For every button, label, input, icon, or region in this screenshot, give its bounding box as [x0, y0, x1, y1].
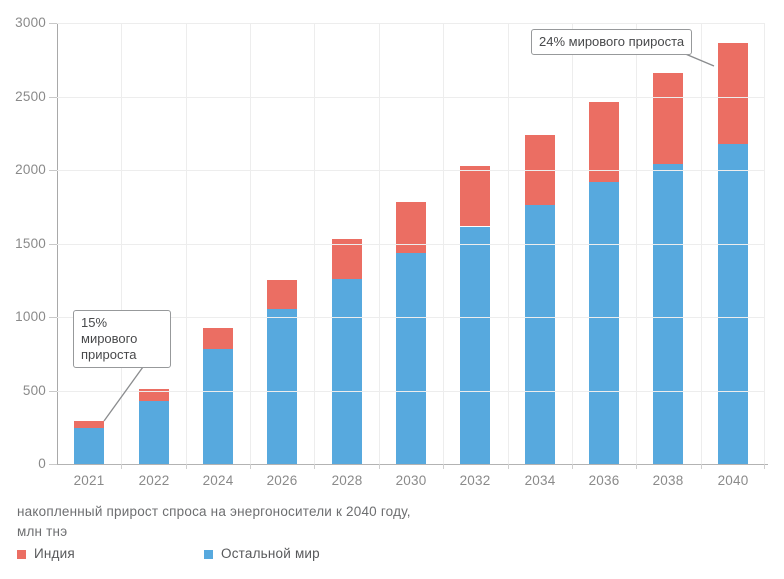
bar-2021-india: [74, 421, 104, 428]
x-tick-8: [572, 464, 573, 469]
x-axis-label-2022: 2022: [138, 473, 170, 488]
gridline-v-11: [764, 23, 765, 464]
bar-2040-india: [718, 43, 748, 144]
x-axis-label-2034: 2034: [524, 473, 556, 488]
gridline-h-3000: [57, 23, 765, 24]
gridline-v-7: [508, 23, 509, 464]
y-axis-label-1000: 1000: [15, 309, 46, 324]
bar-2038-rest-of-world: [653, 164, 683, 464]
annotation-24-percent: 24% мирового прироста: [531, 29, 693, 55]
bar-2030-india: [396, 202, 426, 253]
x-tick-4: [314, 464, 315, 469]
bar-2036-india: [589, 102, 619, 182]
gridline-h-500: [57, 391, 765, 392]
gridline-h-1500: [57, 244, 765, 245]
bar-2026-rest-of-world: [267, 309, 297, 464]
chart-caption: накопленный прирост спроса на энергоноси…: [17, 502, 411, 542]
x-axis-label-2024: 2024: [202, 473, 234, 488]
caption-line-1: накопленный прирост спроса на энергоноси…: [17, 504, 411, 519]
x-tick-3: [250, 464, 251, 469]
bar-2026-india: [267, 280, 297, 309]
x-axis-label-2026: 2026: [266, 473, 298, 488]
y-axis-label-3000: 3000: [15, 15, 46, 30]
y-axis-label-1500: 1500: [15, 236, 46, 251]
gridline-v-6: [443, 23, 444, 464]
y-axis-label-0: 0: [38, 456, 46, 471]
y-tick-3000: [49, 23, 57, 24]
bar-2022-rest-of-world: [139, 401, 169, 464]
legend-item-rest-of-world: Остальной мир: [204, 546, 320, 561]
y-axis-line: [57, 23, 58, 464]
legend-item-india: Индия: [17, 546, 75, 561]
gridline-v-9: [636, 23, 637, 464]
gridline-v-3: [250, 23, 251, 464]
y-axis-label-2000: 2000: [15, 162, 46, 177]
gridline-v-1: [121, 23, 122, 464]
gridline-v-2: [186, 23, 187, 464]
bar-2032-rest-of-world: [460, 227, 490, 464]
bar-2040-rest-of-world: [718, 144, 748, 464]
x-tick-2: [186, 464, 187, 469]
y-tick-2500: [49, 97, 57, 98]
bar-2034-rest-of-world: [525, 205, 555, 464]
bar-2032-india: [460, 166, 490, 226]
x-axis-label-2021: 2021: [73, 473, 105, 488]
bar-2036-rest-of-world: [589, 182, 619, 464]
gridline-h-1000: [57, 317, 765, 318]
bar-2038-india: [653, 73, 683, 164]
y-tick-1000: [49, 317, 57, 318]
gridline-v-10: [701, 23, 702, 464]
y-tick-1500: [49, 244, 57, 245]
x-tick-6: [443, 464, 444, 469]
gridline-h-2500: [57, 97, 765, 98]
caption-line-2: млн тнэ: [17, 524, 68, 539]
annotation-15-percent: 15% мирового прироста: [73, 310, 171, 368]
gridline-h-2000: [57, 170, 765, 171]
x-tick-5: [379, 464, 380, 469]
x-tick-11: [764, 464, 765, 469]
bar-2028-rest-of-world: [332, 279, 362, 464]
bar-2028-india: [332, 239, 362, 279]
x-axis-label-2038: 2038: [652, 473, 684, 488]
legend-swatch-rest-of-world: [204, 549, 213, 559]
bar-2024-india: [203, 328, 233, 349]
x-tick-9: [636, 464, 637, 469]
x-axis-line: [49, 464, 768, 465]
y-tick-500: [49, 391, 57, 392]
legend-label-rest-of-world: Остальной мир: [221, 546, 320, 561]
legend-label-india: Индия: [34, 546, 75, 561]
x-tick-1: [121, 464, 122, 469]
y-axis-label-2500: 2500: [15, 89, 46, 104]
x-axis-label-2028: 2028: [331, 473, 363, 488]
bar-2030-rest-of-world: [396, 253, 426, 464]
gridline-v-8: [572, 23, 573, 464]
gridline-v-4: [314, 23, 315, 464]
y-axis-label-500: 500: [22, 383, 46, 398]
x-axis-label-2032: 2032: [459, 473, 491, 488]
x-axis-label-2040: 2040: [717, 473, 749, 488]
y-tick-2000: [49, 170, 57, 171]
x-axis-label-2030: 2030: [395, 473, 427, 488]
x-axis-label-2036: 2036: [588, 473, 620, 488]
bar-2021-rest-of-world: [74, 428, 104, 464]
bar-2024-rest-of-world: [203, 349, 233, 464]
legend-swatch-india: [17, 549, 26, 559]
x-tick-10: [701, 464, 702, 469]
gridline-v-5: [379, 23, 380, 464]
y-tick-0: [49, 464, 57, 465]
x-tick-7: [508, 464, 509, 469]
